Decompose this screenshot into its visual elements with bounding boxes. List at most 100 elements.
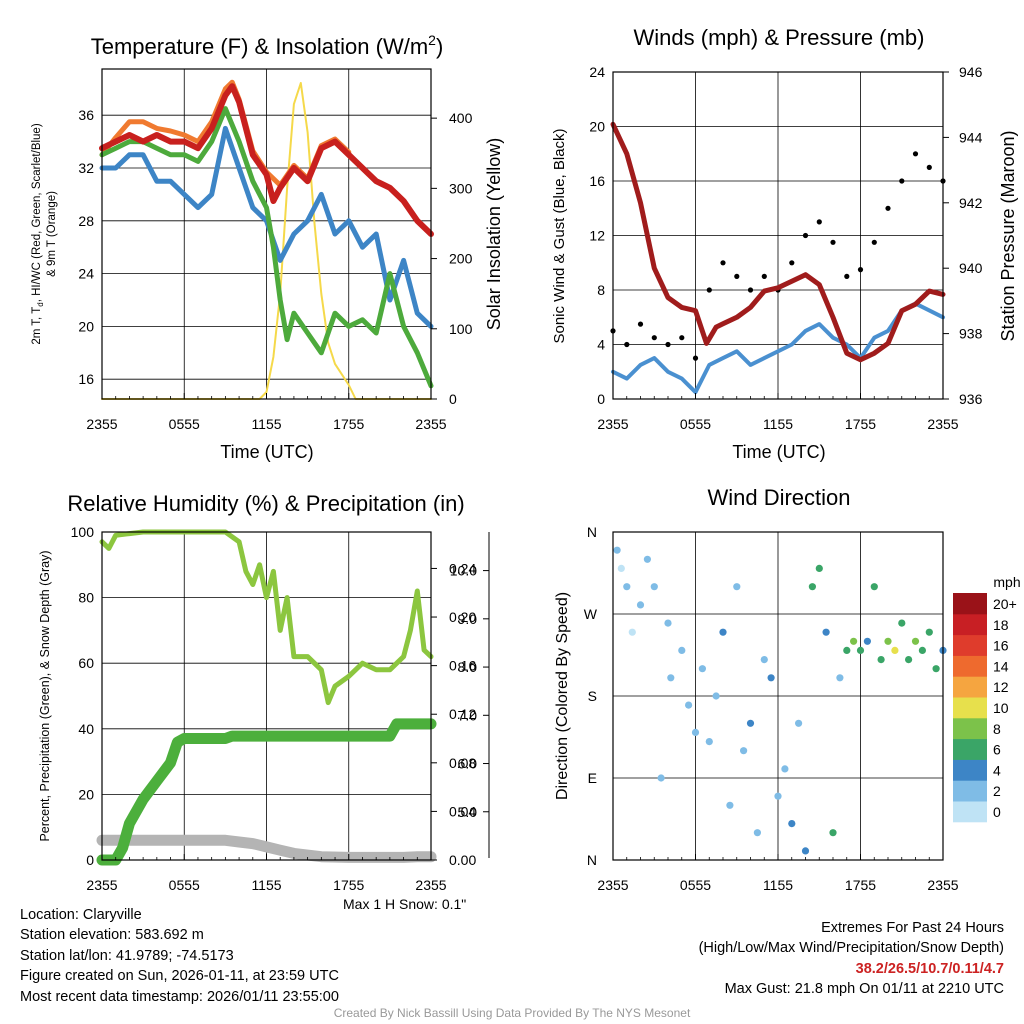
direction-point: [664, 619, 672, 627]
winds-xtick-label: 2355: [927, 416, 958, 432]
temperature-xtick-label: 2355: [415, 416, 446, 432]
winds-y2tick-label: 938: [959, 326, 983, 342]
direction-point: [726, 801, 734, 809]
winds-xtick-label: 1155: [763, 416, 793, 432]
legend-label: 14: [993, 658, 1009, 674]
direction-point: [932, 665, 940, 673]
snow-axis-tick-label: 8.0: [458, 659, 478, 675]
winds-gust-point: [637, 321, 644, 327]
winds-axes: 2355 0555 1155 1755 2355 0 4 8 12 16 20 24 936 938 940…: [589, 64, 982, 432]
legend-label: 8: [993, 721, 1001, 737]
extremes-block: Extremes For Past 24 Hours (High/Low/Max…: [699, 918, 1004, 1000]
legend-swatch: [953, 780, 987, 802]
legend-label: 12: [993, 679, 1009, 695]
humidity-ytick-label: 40: [78, 721, 94, 737]
humidity-y2tick-label: 0.08: [449, 755, 476, 771]
winds-gust-point: [624, 341, 630, 348]
max-gust: Max Gust: 21.8 mph On 01/11 at 2210 UTC: [724, 981, 1004, 998]
winds-gust-point: [720, 260, 726, 266]
winds-gust-point: [899, 178, 905, 184]
temperature-y2tick-label: 0: [449, 391, 457, 407]
winds-ylabel: Sonic Wind & Gust (Blue, Black): [551, 128, 568, 343]
temperature-panel: Temperature (F) & Insolation (W/m2) 2355…: [31, 32, 504, 462]
snow-axis-tick-label: 6.0: [458, 756, 478, 772]
winds-series-pressure: [610, 121, 946, 363]
winds-gust-point: [665, 341, 671, 348]
direction-point: [650, 583, 658, 591]
temperature-xtick-label: 1755: [333, 416, 364, 432]
humidity-ytick-label: 0: [86, 852, 94, 868]
direction-point: [753, 829, 762, 837]
humidity-axes: 2355 0555 1155 1755 2355 0 20 40 60 80 100 0.00 0.04…: [71, 524, 490, 893]
humidity-panel: Relative Humidity (%) & Precipitation (i…: [38, 491, 490, 893]
legend-label: 0: [993, 804, 1001, 820]
winds-ytick-label: 20: [589, 119, 605, 135]
winds-gust-point: [651, 335, 657, 341]
humidity-ylabel: Percent, Precipitation (Green), & Snow D…: [38, 550, 52, 841]
legend-title: mph: [993, 574, 1020, 590]
direction-ytick-label: N: [587, 524, 597, 540]
direction-point: [767, 674, 775, 682]
legend-swatch: [953, 655, 987, 677]
humidity-xtick-label: 2355: [415, 877, 446, 893]
temperature-xlabel: Time (UTC): [220, 442, 313, 462]
legend-swatch: [953, 697, 987, 719]
winds-gust-point: [747, 287, 754, 293]
temperature-series-td: [99, 106, 434, 389]
direction-point: [815, 564, 823, 573]
winds-ytick-label: 0: [597, 391, 605, 407]
snow-axis-tick-label: 5.0: [458, 804, 478, 820]
station-elevation: Station elevation: 583.692 m: [20, 927, 204, 944]
humidity-y2tick-label: 0.00: [449, 852, 476, 868]
humidity-xtick-label: 1755: [333, 877, 364, 893]
humidity-xtick-label: 0555: [169, 877, 200, 893]
humidity-ytick-label: 60: [78, 655, 94, 671]
winds-gust-point: [871, 239, 877, 245]
temperature-y2tick-label: 400: [449, 110, 473, 126]
snow-axis-tick-label: 9.0: [458, 611, 478, 627]
credit-footer: Created By Nick Bassill Using Data Provi…: [333, 1006, 691, 1020]
direction-points: [613, 546, 947, 855]
humidity-ytick-label: 20: [78, 786, 94, 802]
direction-point: [628, 628, 636, 636]
direction-ylabel: Direction (Colored By Speed): [554, 592, 571, 800]
snow-max-note: Max 1 H Snow: 0.1": [343, 896, 467, 912]
winds-y2label: Station Pressure (Maroon): [998, 130, 1018, 341]
speed-legend: 0 2 4 6 8 10 12 14 16 18 20+: [953, 593, 1017, 823]
temperature-xtick-label: 2355: [86, 416, 117, 432]
direction-point: [685, 701, 693, 709]
direction-grid: [613, 532, 943, 860]
humidity-y2tick-label: 0.20: [449, 609, 476, 625]
winds-gust-point: [789, 260, 795, 266]
legend-swatch: [953, 759, 987, 781]
winds-series-sonic-wind: [611, 301, 945, 395]
direction-point: [801, 847, 810, 855]
humidity-xtick-label: 1155: [251, 877, 281, 893]
winds-gust-point: [761, 273, 767, 279]
humidity-ytick-label: 100: [71, 524, 95, 540]
direction-xtick-label: 2355: [597, 877, 628, 893]
direction-xtick-label: 0555: [680, 877, 711, 893]
direction-point: [760, 656, 768, 664]
direction-point: [617, 564, 625, 573]
humidity-y2tick-label: 0.24: [449, 560, 476, 576]
winds-gust-point: [679, 335, 685, 341]
temperature-y2tick-label: 200: [449, 251, 473, 267]
winds-gust-point: [706, 287, 712, 293]
extremes-values: 38.2/26.5/10.7/0.11/4.7: [855, 960, 1004, 977]
winds-panel: Winds (mph) & Pressure (mb) 2355 0555 1155…: [551, 25, 1018, 462]
temperature-title: Temperature (F) & Insolation (W/m2): [91, 32, 444, 59]
temperature-xtick-label: 1155: [251, 416, 281, 432]
direction-point: [850, 637, 858, 645]
humidity-grid: [102, 531, 431, 861]
temperature-ytick-label: 20: [78, 318, 94, 334]
winds-gust-point: [692, 355, 699, 361]
winds-gust-point: [912, 151, 919, 157]
direction-point: [836, 674, 844, 682]
direction-ytick-label: S: [588, 688, 597, 704]
legend-label: 6: [993, 742, 1001, 758]
temperature-ytick-label: 28: [78, 213, 94, 229]
legend-label: 4: [993, 762, 1001, 778]
humidity-xtick-label: 2355: [86, 877, 117, 893]
